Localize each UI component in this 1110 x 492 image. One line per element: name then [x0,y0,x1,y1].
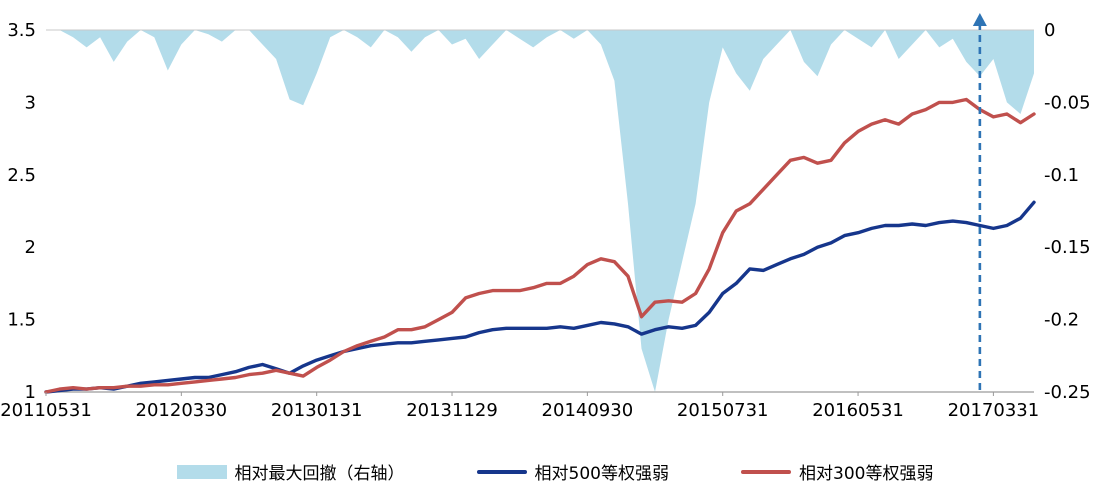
chart-canvas: 1 1.5 2 2.5 3 3.5 0 -0.05 -0.1 -0.15 -0.2 -0.25 2011… [0,13,1091,421]
left-axis-tick-label: 3.5 [7,20,36,41]
legend-label-300-equal-weight: 相对300等权强弱 [799,464,934,484]
right-axis-tick-label: -0.15 [1044,237,1091,258]
line-series-0 [44,200,1036,394]
left-axis-tick-label: 1 [25,382,36,403]
line-swatch-300 [741,469,791,474]
left-axis-tick-label: 1.5 [7,310,36,331]
legend-item-300-equal-weight: 相对300等权强弱 [741,459,933,484]
left-axis-tick-label: 2 [25,237,36,258]
legend-label-500-equal-weight: 相对500等权强弱 [534,464,669,484]
x-axis-tick-label: 20110531 [0,400,92,421]
legend-label-max-drawdown: 相对最大回撤（右轴） [234,464,405,484]
area-series-max-drawdown [46,30,1034,392]
x-axis-tick-label: 20140930 [542,400,634,421]
line-swatch-500 [476,469,527,474]
x-axis-tick-label: 20120330 [136,400,228,421]
area-swatch [176,464,227,479]
x-axis-tick-label: 20160531 [812,400,904,421]
right-axis-tick-label: -0.25 [1044,382,1091,403]
right-axis-tick-label: -0.2 [1044,310,1079,331]
chart-legend: 相对最大回撤（右轴） 相对500等权强弱 相对300等权强弱 [0,459,1110,484]
x-axis-tick-label: 20130131 [271,400,363,421]
line-series-1 [44,97,1036,394]
legend-item-max-drawdown: 相对最大回撤（右轴） [176,459,405,484]
left-axis-tick-label: 2.5 [7,165,36,186]
right-axis-tick-label: 0 [1044,20,1055,41]
marker-arrowhead-icon [972,13,987,26]
right-axis-tick-label: -0.1 [1044,165,1079,186]
left-axis-tick-label: 3 [25,92,36,113]
legend-item-500-equal-weight: 相对500等权强弱 [476,459,669,484]
x-axis-tick-label: 20150731 [677,400,769,421]
right-axis-tick-label: -0.05 [1044,92,1091,113]
x-axis-tick-label: 20170331 [948,400,1040,421]
x-axis-tick-label: 20131129 [406,400,498,421]
